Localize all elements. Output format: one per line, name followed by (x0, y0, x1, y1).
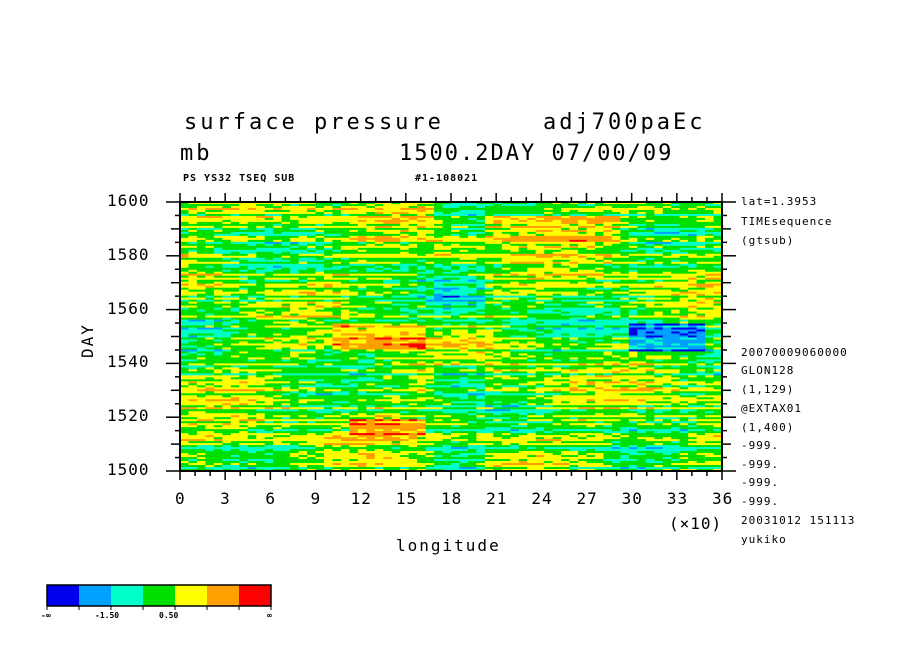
x-tick-label: 33 (666, 489, 689, 508)
colorbar-swatch (111, 585, 144, 606)
colorbar-swatch (239, 585, 272, 606)
colorbar-swatch (79, 585, 112, 606)
pressure-field (180, 202, 723, 472)
x-tick-label: 18 (441, 489, 463, 508)
y-axis-label: DAY (78, 323, 97, 358)
info-stamp: 20031012 151113 (741, 514, 856, 527)
colorbar-label: 0.50 (159, 611, 179, 620)
colorbar-label: -∞ (41, 611, 51, 620)
subtitle-left: PS YS32 TSEQ SUB (183, 173, 296, 184)
info-missing-1: -999. (741, 439, 780, 452)
axes-frame (166, 193, 736, 480)
x-tick-label: 0 (175, 489, 186, 508)
x-tick-label: 21 (486, 489, 508, 508)
colorbar-swatch (143, 585, 176, 606)
x-tick-label: 15 (395, 489, 418, 508)
info-missing-3: -999. (741, 476, 780, 489)
subtitle-right: #1-108021 (415, 173, 479, 184)
y-tick-label: 1560 (107, 298, 150, 318)
info-src: (gtsub) (741, 234, 795, 247)
x-axis-label: longitude (396, 536, 501, 555)
colorbar (46, 584, 272, 610)
time-info: 1500.2DAY 07/00/09 (399, 141, 674, 166)
x-multiplier: (×10) (669, 514, 723, 533)
info-ax-range: (1,400) (741, 421, 795, 434)
info-lat: lat=1.3953 (741, 195, 818, 208)
colorbar-frame (46, 584, 272, 607)
x-tick-label: 24 (531, 489, 553, 508)
chart-title-left: surface pressure (184, 110, 444, 135)
colorbar-swatch (175, 585, 208, 606)
units-label: mb (180, 141, 213, 166)
colorbar-label: ∞ (267, 611, 272, 620)
info-glon: GLON128 (741, 364, 795, 377)
x-tick-label: 12 (350, 489, 372, 508)
y-tick-label: 1580 (107, 244, 150, 264)
y-tick-label: 1600 (107, 191, 150, 210)
x-tick-label: 3 (220, 489, 231, 508)
info-date: 20070009060000 (741, 346, 848, 359)
y-tick-label: 1500 (107, 460, 150, 479)
colorbar-label: -1.50 (95, 611, 120, 620)
y-tick-label: 1520 (107, 406, 150, 426)
info-glon-range: (1,129) (741, 383, 795, 396)
info-missing-4: -999. (741, 495, 780, 508)
x-tick-label: 6 (265, 489, 276, 508)
chart-title-right: adj700paEc (543, 110, 706, 135)
colorbar-swatch (47, 585, 80, 606)
colorbar-swatch (207, 585, 240, 606)
info-user: yukiko (741, 533, 787, 546)
info-ax: @EXTAX01 (741, 402, 802, 415)
info-seq: TIMEsequence (741, 215, 833, 228)
x-tick-label: 27 (576, 489, 598, 508)
x-tick-label: 30 (621, 489, 643, 508)
y-tick-label: 1540 (107, 352, 150, 372)
info-missing-2: -999. (741, 458, 780, 471)
x-tick-label: 36 (712, 489, 734, 508)
x-tick-label: 9 (310, 489, 322, 508)
